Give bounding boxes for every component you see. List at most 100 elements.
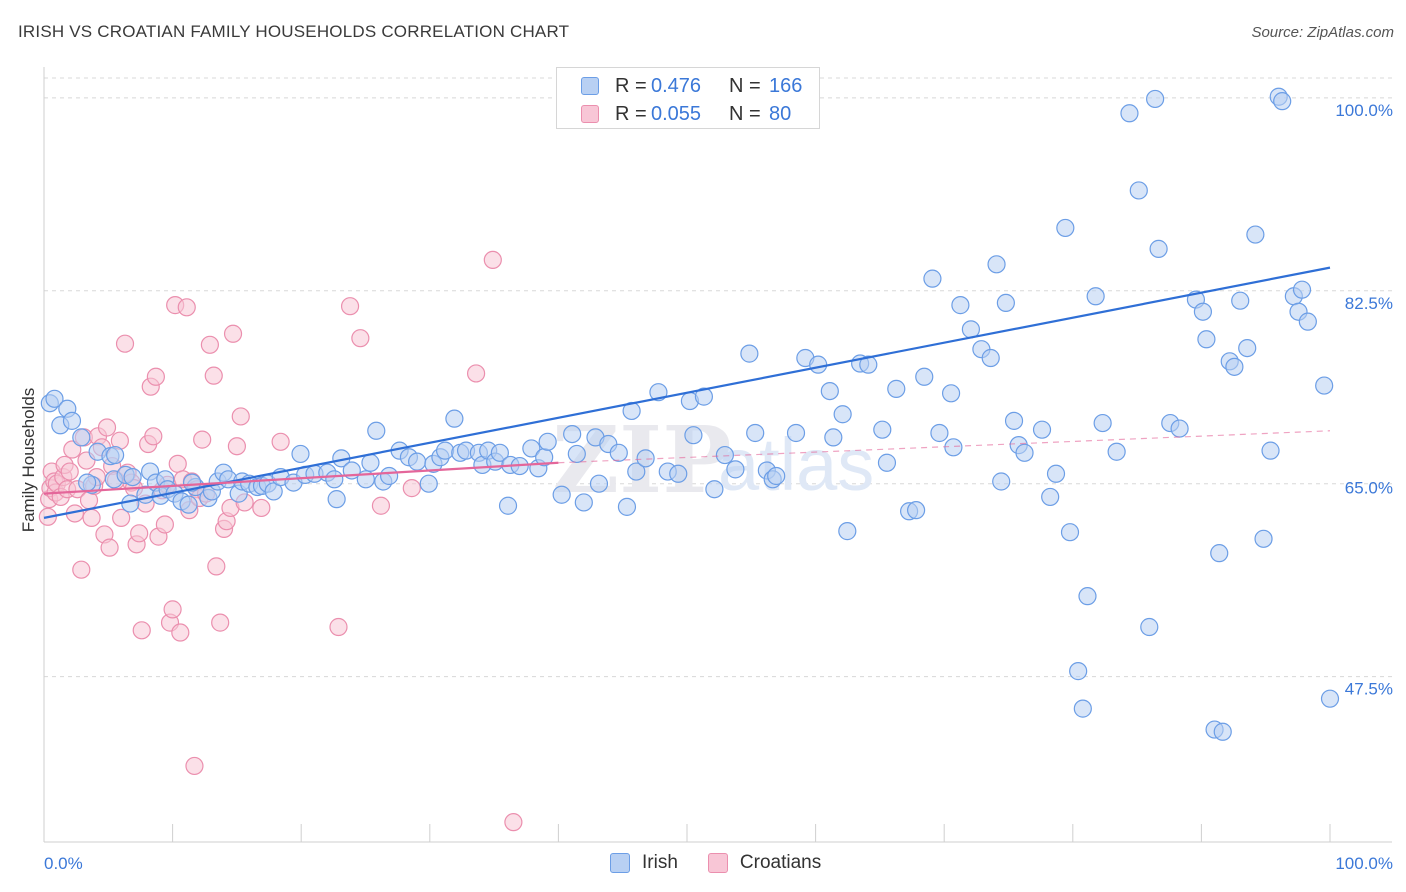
irish-point xyxy=(445,409,464,428)
irish-point xyxy=(1320,689,1340,708)
irish-point xyxy=(684,426,703,445)
irish-point xyxy=(1073,699,1092,718)
irish-point xyxy=(809,355,828,374)
croatians-point xyxy=(483,250,502,270)
n-value: 166 xyxy=(769,74,803,97)
irish-point xyxy=(522,439,541,458)
irish-point xyxy=(907,501,926,520)
irish-point xyxy=(786,423,806,443)
irish-point xyxy=(1107,442,1126,461)
irish-point xyxy=(987,255,1006,274)
irish-point xyxy=(291,444,310,464)
croatians-point xyxy=(193,430,212,449)
irish-point xyxy=(1060,523,1080,542)
irish-point xyxy=(589,474,609,493)
legend-label-croatians: Croatians xyxy=(739,852,822,873)
irish-point xyxy=(740,344,759,363)
r-label: R = xyxy=(615,102,647,125)
irish-point xyxy=(1146,89,1165,109)
x-tick-label: 0.0% xyxy=(44,854,83,873)
croatians-point xyxy=(60,462,79,481)
croatians-point xyxy=(115,334,135,353)
source-label: Source: ZipAtlas.com xyxy=(1251,24,1394,41)
croatians-trend-line xyxy=(43,461,559,495)
legend-item-croatians[interactable]: Croatians xyxy=(707,852,822,874)
irish-point xyxy=(380,466,399,486)
irish-point xyxy=(106,445,125,465)
irish-point xyxy=(121,494,140,513)
irish-point xyxy=(498,496,518,515)
y-tick-label: 100.0% xyxy=(1335,101,1393,120)
croatians-point xyxy=(252,498,271,518)
irish-point xyxy=(574,493,593,512)
r-value: 0.476 xyxy=(651,74,702,97)
irish-point xyxy=(1193,302,1213,321)
croatians-points xyxy=(38,250,523,832)
croatians-point xyxy=(97,418,117,437)
irish-point xyxy=(715,445,734,465)
irish-point xyxy=(552,485,571,504)
irish-point xyxy=(838,522,857,541)
irish-point xyxy=(567,444,586,464)
irish-point xyxy=(367,421,386,440)
legend-item-irish[interactable]: Irish xyxy=(610,852,678,874)
irish-point xyxy=(325,470,344,489)
stats-row-irish: R = 0.476 N = 166 xyxy=(581,71,802,101)
irish-point xyxy=(1093,413,1112,433)
irish-point xyxy=(435,441,455,460)
irish-point xyxy=(1254,529,1273,548)
irish-point xyxy=(617,497,637,516)
r-label: R = xyxy=(615,74,647,97)
irish-point xyxy=(1225,357,1244,376)
irish-point xyxy=(123,467,142,487)
croatians-point xyxy=(144,427,163,446)
croatians-point xyxy=(200,335,219,354)
irish-point xyxy=(419,474,438,493)
y-tick-label: 82.5% xyxy=(1345,294,1393,313)
irish-point xyxy=(1004,411,1024,430)
irish-point xyxy=(490,443,509,462)
irish-point xyxy=(1298,312,1317,331)
irish-point xyxy=(1032,420,1052,439)
irish-point xyxy=(1069,662,1088,681)
irish-point xyxy=(694,387,714,406)
irish-point xyxy=(1140,617,1159,637)
croatians-point xyxy=(171,623,190,642)
irish-point xyxy=(726,460,745,479)
irish-point xyxy=(1315,376,1334,395)
irish-point xyxy=(1078,587,1097,606)
irish-point xyxy=(1231,291,1250,310)
n-value: 80 xyxy=(769,102,792,125)
irish-point xyxy=(636,449,655,468)
croatians-point xyxy=(207,557,226,576)
irish-point xyxy=(179,495,198,514)
irish-point xyxy=(996,293,1015,313)
irish-point xyxy=(1086,287,1105,306)
irish-swatch xyxy=(610,853,630,873)
croatians-point xyxy=(82,508,101,527)
trend-lines xyxy=(43,266,1331,519)
irish-point xyxy=(1149,239,1168,258)
irish-point xyxy=(944,438,963,457)
n-label: N = xyxy=(729,74,761,97)
croatians-swatch xyxy=(707,853,728,873)
y-tick-label: 47.5% xyxy=(1345,680,1393,699)
irish-point xyxy=(887,379,906,398)
irish-point xyxy=(930,423,949,443)
croatians-point xyxy=(204,366,223,385)
croatians-point xyxy=(504,813,523,832)
irish-point xyxy=(1213,722,1232,741)
irish-point xyxy=(746,423,765,443)
y-tick-label: 65.0% xyxy=(1345,479,1393,498)
irish-point xyxy=(1238,339,1257,358)
irish-point xyxy=(820,381,839,401)
croatians-point xyxy=(163,600,182,619)
x-tick-label: 100.0% xyxy=(1335,854,1393,873)
irish-point xyxy=(824,428,843,447)
croatians-point xyxy=(112,508,131,527)
croatians-point xyxy=(168,454,187,473)
irish-point xyxy=(264,482,283,501)
croatians-point xyxy=(132,621,151,640)
irish-point xyxy=(1261,441,1280,460)
